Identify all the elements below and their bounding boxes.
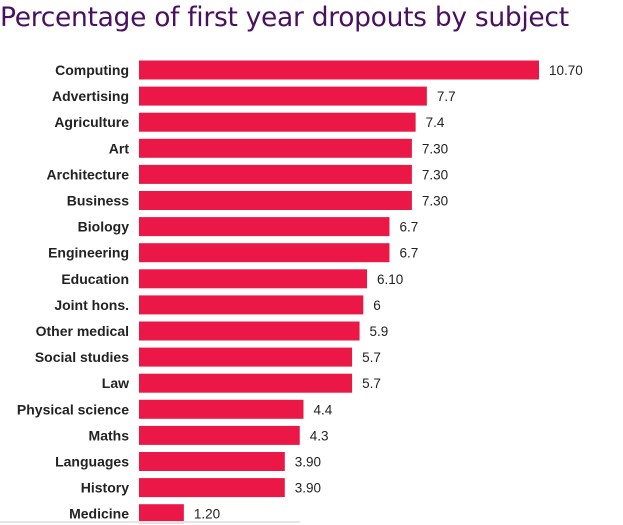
value-label: 7.30: [422, 167, 448, 182]
category-label: Education: [61, 271, 129, 287]
value-label: 5.7: [362, 350, 381, 365]
category-label: Art: [109, 140, 130, 156]
category-label: Engineering: [48, 245, 129, 261]
value-label: 5.7: [362, 376, 381, 391]
bar: [139, 217, 390, 237]
value-label: 7.7: [437, 89, 456, 104]
value-label: 5.9: [370, 324, 389, 339]
bar: [139, 452, 285, 471]
value-label: 4.3: [310, 428, 329, 443]
bar: [139, 60, 539, 80]
bar: [139, 478, 285, 498]
value-label: 4.4: [313, 402, 332, 417]
bar: [139, 138, 412, 158]
category-label: Languages: [55, 454, 129, 470]
bar: [139, 269, 368, 289]
value-label: 1.20: [194, 507, 220, 522]
bar: [139, 321, 360, 341]
category-label: Advertising: [52, 88, 129, 104]
category-label: Social studies: [35, 349, 129, 365]
category-label: Physical science: [17, 401, 129, 417]
value-label: 6.7: [399, 220, 418, 235]
value-label: 3.90: [295, 455, 321, 470]
value-label: 7.30: [422, 194, 448, 209]
bar: [139, 243, 390, 263]
value-label: 6: [373, 298, 381, 313]
value-label: 6.10: [377, 272, 403, 287]
value-label: 7.30: [422, 141, 448, 156]
value-label: 6.7: [399, 246, 418, 261]
source-divider: [0, 521, 300, 523]
category-label: Maths: [89, 427, 130, 443]
bar: [139, 399, 304, 419]
category-label: Other medical: [36, 323, 129, 339]
chart-title: Percentage of first year dropouts by sub…: [0, 2, 569, 33]
category-label: Agriculture: [54, 114, 129, 130]
category-label: Biology: [78, 219, 130, 235]
bar: [139, 112, 416, 132]
category-label: Business: [67, 193, 129, 209]
value-label: 7.4: [426, 115, 445, 130]
bar: [139, 347, 353, 367]
bar: [139, 504, 184, 524]
value-label: 10.70: [549, 63, 583, 78]
category-label: Architecture: [47, 166, 130, 182]
bar: [139, 295, 364, 315]
bar: [139, 425, 300, 445]
bar: [139, 164, 412, 184]
category-label: Joint hons.: [54, 297, 129, 313]
bar: [139, 86, 427, 106]
bar: [139, 191, 412, 210]
value-label: 3.90: [295, 481, 321, 496]
bar: [139, 373, 353, 393]
category-label: Medicine: [69, 506, 129, 522]
category-label: History: [81, 480, 129, 496]
category-label: Computing: [55, 62, 129, 78]
category-label: Law: [102, 375, 129, 391]
